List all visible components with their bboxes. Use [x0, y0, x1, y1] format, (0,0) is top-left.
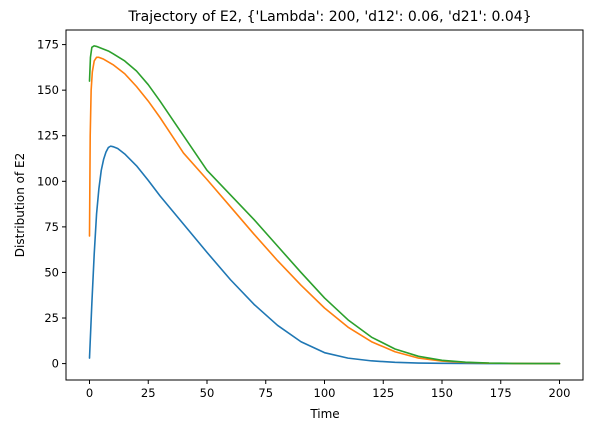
x-tick-label: 125 — [372, 386, 394, 400]
y-axis-label: Distribution of E2 — [13, 153, 27, 257]
axes-layer — [65, 29, 584, 381]
y-tick-label: 50 — [44, 265, 59, 279]
series-line-1 — [88, 145, 561, 365]
x-tick-label: 25 — [141, 386, 156, 400]
series-layer — [88, 45, 561, 365]
x-tick-label: 200 — [549, 386, 571, 400]
x-tick-label: 175 — [490, 386, 512, 400]
y-tick-label: 175 — [37, 38, 59, 52]
x-axis-label: Time — [309, 407, 339, 421]
plot-frame — [65, 29, 584, 381]
x-tick-label: 50 — [200, 386, 215, 400]
y-tick-label: 150 — [37, 83, 59, 97]
y-tick-label: 100 — [37, 174, 59, 188]
y-tick-label: 25 — [44, 311, 59, 325]
y-tick-label: 75 — [44, 220, 59, 234]
x-tick-label: 75 — [258, 386, 273, 400]
chart-title: Trajectory of E2, {'Lambda': 200, 'd12':… — [127, 9, 531, 25]
x-tick-label: 100 — [314, 386, 336, 400]
x-tick-label: 0 — [86, 386, 93, 400]
ticks-layer: 0 25 50 75 100 125 150 175 200 0 25 50 75 100 125 150 17… — [37, 38, 570, 400]
series-line-2 — [88, 56, 561, 365]
series-line-3 — [88, 45, 561, 365]
y-tick-label: 0 — [52, 357, 59, 371]
y-tick-label: 125 — [37, 129, 59, 143]
x-tick-label: 150 — [431, 386, 453, 400]
